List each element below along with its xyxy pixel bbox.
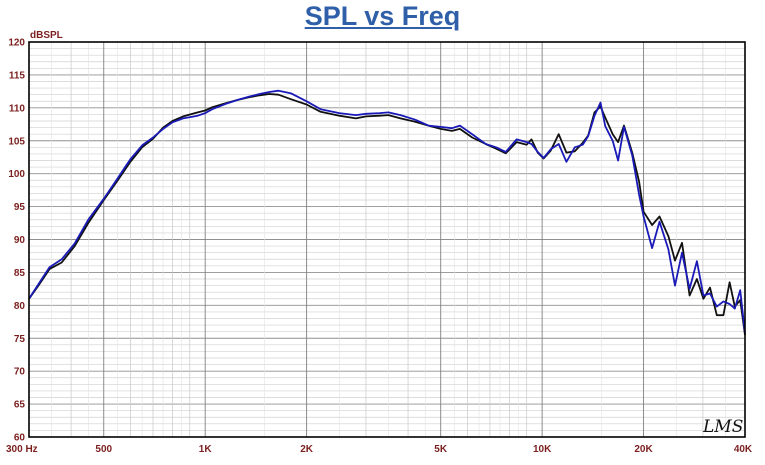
- y-tick-labels: 60 65 70 75 80 85 90 95 100 105 110 115 120: [8, 38, 25, 444]
- x-tick-label: 5K: [434, 444, 448, 455]
- x-tick-label: 40K: [734, 444, 753, 455]
- plot-frame: [28, 41, 746, 438]
- x-tick-label: 500: [95, 444, 112, 455]
- series-lines: [28, 89, 746, 336]
- y-tick-label: 75: [14, 334, 26, 345]
- grid-lines: [29, 42, 745, 437]
- y-tick-label: 85: [14, 268, 26, 279]
- y-tick-label: 115: [9, 70, 26, 81]
- x-tick-label: 300 Hz: [6, 444, 38, 455]
- y-tick-label: 80: [14, 301, 26, 312]
- y-axis-label: dBSPL: [30, 30, 63, 41]
- x-tick-label: 2K: [300, 444, 314, 455]
- y-tick-label: 110: [9, 103, 26, 114]
- x-tick-label: 10K: [533, 444, 552, 455]
- y-tick-label: 105: [8, 136, 25, 147]
- y-tick-label: 60: [14, 433, 26, 444]
- chart-title: SPL vs Freq: [304, 1, 461, 31]
- y-tick-label: 90: [14, 235, 26, 246]
- x-tick-labels: 300 Hz 500 1K 2K 5K 10K 20K 40K: [6, 444, 753, 455]
- series-line-2: [28, 89, 746, 334]
- y-tick-label: 95: [14, 202, 26, 213]
- y-tick-label: 120: [8, 38, 25, 49]
- x-tick-label: 20K: [634, 444, 653, 455]
- y-tick-label: 65: [14, 400, 26, 411]
- y-tick-label: 70: [14, 367, 26, 378]
- y-tick-label: 100: [8, 169, 25, 180]
- x-tick-label: 1K: [199, 444, 213, 455]
- lms-logo: LMS: [702, 417, 743, 437]
- series-line-1: [28, 93, 746, 336]
